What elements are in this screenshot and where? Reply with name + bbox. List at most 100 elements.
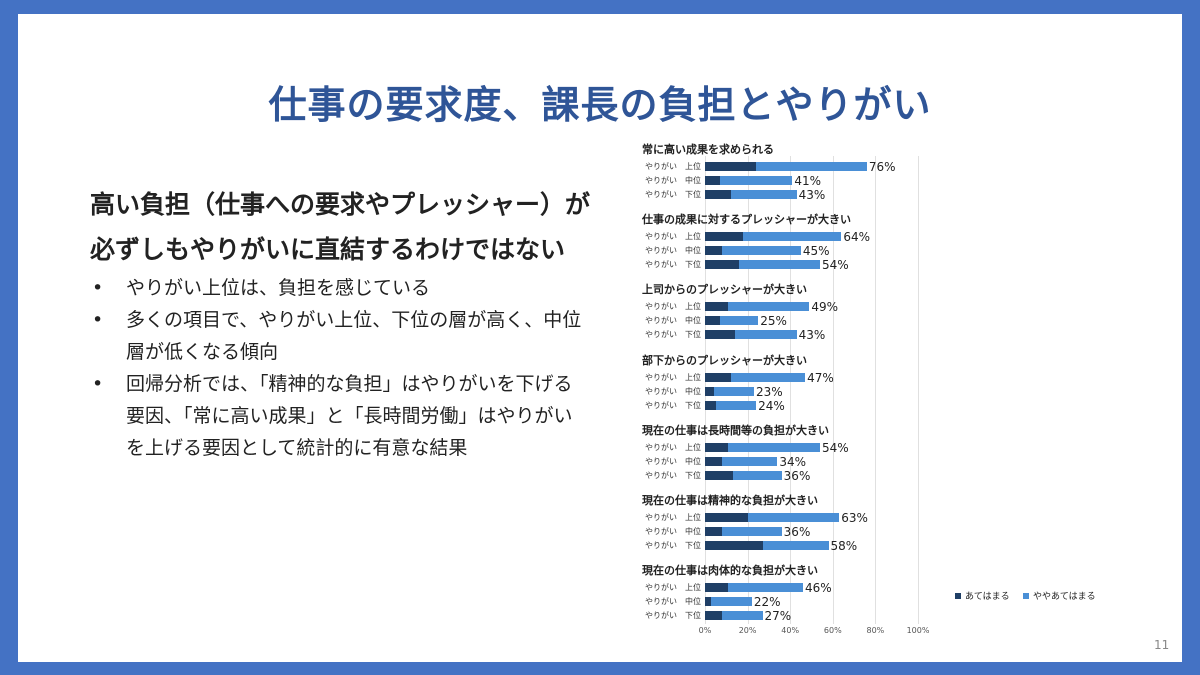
- x-tick-label: 100%: [906, 626, 930, 635]
- row-label: やりがい 中位: [645, 246, 701, 256]
- data-label: 22%: [753, 595, 781, 610]
- group-title: 現在の仕事は肉体的な負担が大きい: [642, 564, 818, 578]
- bar-atehamaru: [705, 442, 729, 452]
- row-label: やりがい 上位: [645, 583, 701, 593]
- bar-atehamaru: [705, 527, 723, 536]
- data-label: 64%: [843, 230, 870, 245]
- data-label: 47%: [807, 370, 834, 385]
- row-label: やりがい 下位: [645, 611, 701, 621]
- row-label: やりがい 上位: [645, 162, 701, 171]
- bar-yaya-atehamaru: [722, 611, 763, 621]
- bar-yaya-atehamaru: [722, 456, 778, 466]
- row-label: やりがい 下位: [645, 330, 701, 340]
- bar-yaya-atehamaru: [732, 470, 782, 480]
- x-tick-label: 0%: [698, 626, 712, 635]
- legend-item: ややあてはまる: [1023, 589, 1096, 602]
- bar-atehamaru: [705, 162, 757, 171]
- bar-atehamaru: [705, 611, 723, 621]
- data-label: 41%: [794, 174, 821, 188]
- x-tick-label: 20%: [738, 626, 757, 635]
- bar-atehamaru: [705, 513, 748, 522]
- gridline: [918, 156, 919, 624]
- bar-yaya-atehamaru: [715, 400, 757, 410]
- row-label: やりがい 中位: [645, 456, 701, 466]
- row-label: やりがい 下位: [645, 400, 701, 410]
- bar-yaya-atehamaru: [762, 541, 829, 550]
- data-label: 45%: [802, 244, 830, 259]
- bar-atehamaru: [705, 330, 735, 340]
- bullet-item: やりがい上位は、負担を感じている: [90, 272, 590, 304]
- legend-swatch: [1023, 592, 1029, 599]
- gridline: [875, 156, 877, 624]
- bar-atehamaru: [705, 176, 720, 185]
- bar-atehamaru: [705, 456, 723, 466]
- row-label: やりがい 下位: [645, 541, 701, 550]
- bar-atehamaru: [705, 190, 731, 199]
- bar-atehamaru: [705, 583, 729, 593]
- legend-label: ややあてはまる: [1033, 592, 1096, 602]
- bullet-item: 多くの項目で、やりがい上位、下位の層が高く、中位層が低くなる傾向: [90, 304, 590, 368]
- data-label: 43%: [798, 188, 826, 202]
- bar-yaya-atehamaru: [713, 386, 754, 396]
- bar-atehamaru: [705, 246, 723, 256]
- row-label: やりがい 中位: [645, 386, 701, 396]
- bar-yaya-atehamaru: [728, 583, 803, 593]
- row-label: やりがい 中位: [645, 597, 701, 607]
- bar-yaya-atehamaru: [711, 597, 752, 607]
- group-title: 現在の仕事は精神的な負担が大きい: [642, 494, 818, 507]
- legend-label: あてはまる: [965, 592, 1010, 602]
- page-number: 11: [1154, 638, 1170, 652]
- heading: 高い負担（仕事への要求やプレッシャー）が必ずしもやりがいに直結するわけではない: [90, 190, 591, 264]
- bar-yaya-atehamaru: [743, 232, 842, 242]
- x-tick-label: 80%: [866, 626, 885, 635]
- bar-yaya-atehamaru: [728, 302, 810, 312]
- data-label: 23%: [755, 384, 783, 399]
- bar-atehamaru: [705, 372, 731, 382]
- row-label: やりがい 上位: [645, 302, 701, 312]
- data-label: 54%: [822, 440, 849, 455]
- group-title: 常に高い成果を求められる: [642, 143, 774, 156]
- row-label: やりがい 下位: [645, 260, 701, 270]
- x-tick-label: 40%: [781, 626, 800, 635]
- row-label: やりがい 上位: [645, 442, 701, 452]
- row-label: やりがい 中位: [645, 176, 701, 185]
- bar-atehamaru: [705, 232, 744, 242]
- row-label: やりがい 中位: [645, 527, 701, 536]
- bar-yaya-atehamaru: [747, 513, 840, 522]
- bar-yaya-atehamaru: [730, 372, 806, 382]
- bar-yaya-atehamaru: [739, 260, 821, 270]
- x-tick-label: 60%: [823, 626, 842, 635]
- group-title: 上司からのプレッシャーが大きい: [642, 283, 807, 297]
- bar-yaya-atehamaru: [719, 176, 793, 185]
- bar-yaya-atehamaru: [719, 316, 759, 326]
- legend-item: あてはまる: [955, 589, 1010, 602]
- bar-atehamaru: [705, 541, 763, 550]
- data-label: 76%: [868, 160, 896, 174]
- data-label: 43%: [798, 328, 826, 343]
- bar-atehamaru: [705, 597, 712, 607]
- bar-atehamaru: [705, 302, 729, 312]
- bullet-list: やりがい上位は、負担を感じている 多くの項目で、やりがい上位、下位の層が高く、中…: [90, 272, 590, 464]
- row-label: やりがい 下位: [645, 470, 701, 480]
- row-label: やりがい 上位: [645, 372, 701, 382]
- group-title: 部下からのプレッシャーが大きい: [642, 353, 807, 367]
- legend-swatch: [955, 592, 961, 599]
- group-title: 現在の仕事は長時間等の負担が大きい: [642, 423, 829, 437]
- bar-yaya-atehamaru: [728, 442, 820, 452]
- gridline: [790, 156, 792, 624]
- group-title: 仕事の成果に対するプレッシャーが大きい: [642, 213, 851, 227]
- data-label: 25%: [760, 314, 787, 329]
- data-label: 36%: [783, 468, 811, 483]
- row-label: やりがい 下位: [645, 190, 701, 199]
- bar-yaya-atehamaru: [756, 162, 867, 171]
- data-label: 34%: [779, 454, 807, 469]
- bar-yaya-atehamaru: [722, 527, 782, 536]
- data-label: 46%: [804, 581, 832, 596]
- bar-atehamaru: [705, 316, 720, 326]
- row-label: やりがい 上位: [645, 232, 701, 242]
- data-label: 49%: [811, 300, 839, 315]
- gridline: [832, 156, 834, 624]
- bar-yaya-atehamaru: [730, 190, 797, 199]
- data-label: 27%: [764, 609, 792, 624]
